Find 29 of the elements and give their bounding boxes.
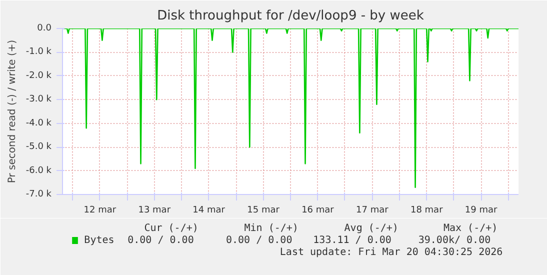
y-tick-label: -1.0 k xyxy=(26,47,52,58)
text: 133.11 / 0.00 xyxy=(313,235,392,246)
text: Max (-/+) xyxy=(443,223,498,234)
x-tick-label: 19 mar xyxy=(464,206,498,216)
text: Cur (-/+) xyxy=(144,223,198,234)
text: Min (-/+) xyxy=(244,223,298,234)
y-tick-label: 0.0 xyxy=(37,24,52,34)
x-tick-label: 18 mar xyxy=(410,206,444,216)
x-tick-label: 12 mar xyxy=(84,206,116,216)
text: Avg (-/+) xyxy=(344,223,398,234)
y-tick-label: -4.0 k xyxy=(26,118,52,128)
y-tick-label: -7.0 k xyxy=(26,190,52,200)
chart-title: Disk throughput for /dev/loop9 - by week xyxy=(157,8,424,24)
line-series xyxy=(62,28,518,188)
x-tick-label: 15 mar xyxy=(247,206,280,216)
y-tick-label: -6.0 k xyxy=(26,166,52,176)
x-tick-label: 14 mar xyxy=(192,206,226,216)
x-tick-label: 13 mar xyxy=(138,206,171,216)
text: 39.00k/ 0.00 xyxy=(418,235,491,246)
text: Last update: Fri Mar 20 04:30:25 2026 xyxy=(280,247,503,258)
y-tick-label: -3.0 k xyxy=(26,94,52,105)
y-axis-title: Pr second read (-) / write (+) xyxy=(6,40,18,184)
legend-label: Bytes xyxy=(84,235,114,246)
text: 0.00 / 0.00 xyxy=(226,235,292,246)
text: 0.00 / 0.00 xyxy=(128,235,194,246)
x-tick-label: 17 mar xyxy=(356,206,389,216)
x-tick-label: 16 mar xyxy=(302,206,334,216)
y-tick-label: -2.0 k xyxy=(26,70,52,81)
y-tick-label: -5.0 k xyxy=(26,142,52,152)
